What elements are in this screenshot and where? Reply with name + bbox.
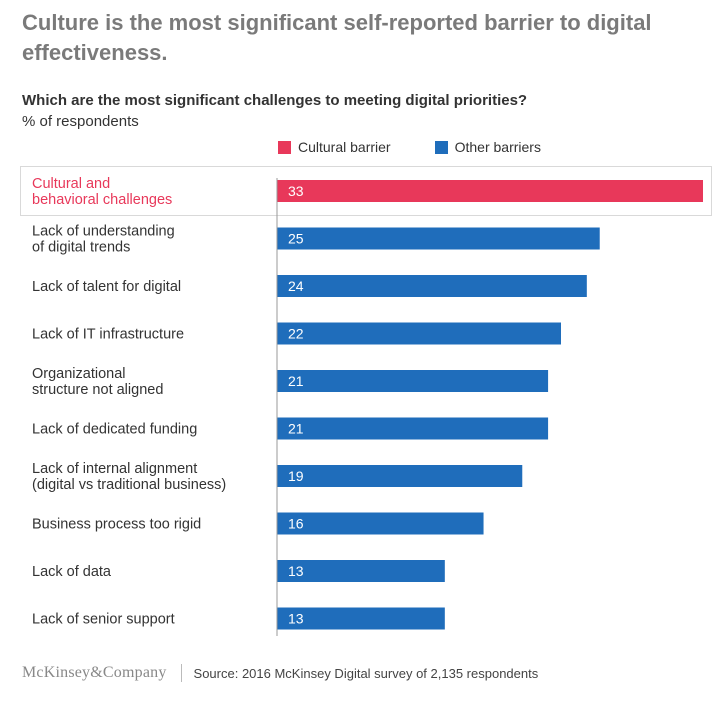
bar-2 <box>277 227 600 250</box>
bar-4 <box>277 322 561 345</box>
value-label-8: 16 <box>288 516 304 532</box>
legend-item-cultural: Cultural barrier <box>278 139 391 155</box>
bar-10 <box>277 607 445 630</box>
value-label-10: 13 <box>288 611 304 627</box>
chart-title: Culture is the most significant self-rep… <box>22 10 652 65</box>
category-label-5: Organizational structure not aligned <box>32 366 163 398</box>
value-label-7: 19 <box>288 468 304 484</box>
legend: Cultural barrier Other barriers <box>278 139 585 155</box>
category-label-4: Lack of IT infrastructure <box>32 327 184 343</box>
category-label-10: Lack of senior support <box>32 612 175 628</box>
category-label-2: Lack of understanding of digital trends <box>32 224 175 256</box>
bar-6 <box>277 417 549 440</box>
footer: McKinsey&Company Source: 2016 McKinsey D… <box>22 664 538 682</box>
category-label-7: Lack of internal alignment (digital vs tr… <box>32 461 226 493</box>
category-label-8: Business process too rigid <box>32 517 201 533</box>
bar-7 <box>277 465 523 487</box>
bar-3 <box>277 275 587 297</box>
legend-label-other: Other barriers <box>454 139 541 155</box>
value-label-5: 21 <box>288 373 304 389</box>
value-label-9: 13 <box>288 563 304 579</box>
bar-1 <box>277 180 703 202</box>
bar-5 <box>277 370 549 392</box>
value-label-4: 22 <box>288 326 304 342</box>
value-label-1: 33 <box>288 183 304 199</box>
category-label-1: Cultural and behavioral challenges <box>32 176 172 208</box>
value-label-3: 24 <box>288 278 304 294</box>
bar-9 <box>277 560 445 582</box>
value-label-6: 21 <box>288 421 304 437</box>
unit-label: % of respondents <box>22 113 139 130</box>
source-note: Source: 2016 McKinsey Digital survey of … <box>193 665 539 681</box>
legend-item-other: Other barriers <box>434 139 541 155</box>
category-label-6: Lack of dedicated funding <box>32 422 197 438</box>
bar-8 <box>277 512 484 535</box>
legend-swatch-cultural <box>278 140 291 154</box>
highlight-box <box>20 166 712 216</box>
category-label-3: Lack of talent for digital <box>32 279 181 295</box>
category-label-9: Lack of data <box>32 564 112 580</box>
legend-swatch-other <box>434 140 448 154</box>
legend-label-cultural: Cultural barrier <box>298 139 391 155</box>
footer-divider <box>180 664 182 682</box>
chart-subtitle: Which are the most significant challenge… <box>22 92 528 109</box>
mckinsey-logo: McKinsey&Company <box>22 664 167 681</box>
value-label-2: 25 <box>288 231 304 247</box>
